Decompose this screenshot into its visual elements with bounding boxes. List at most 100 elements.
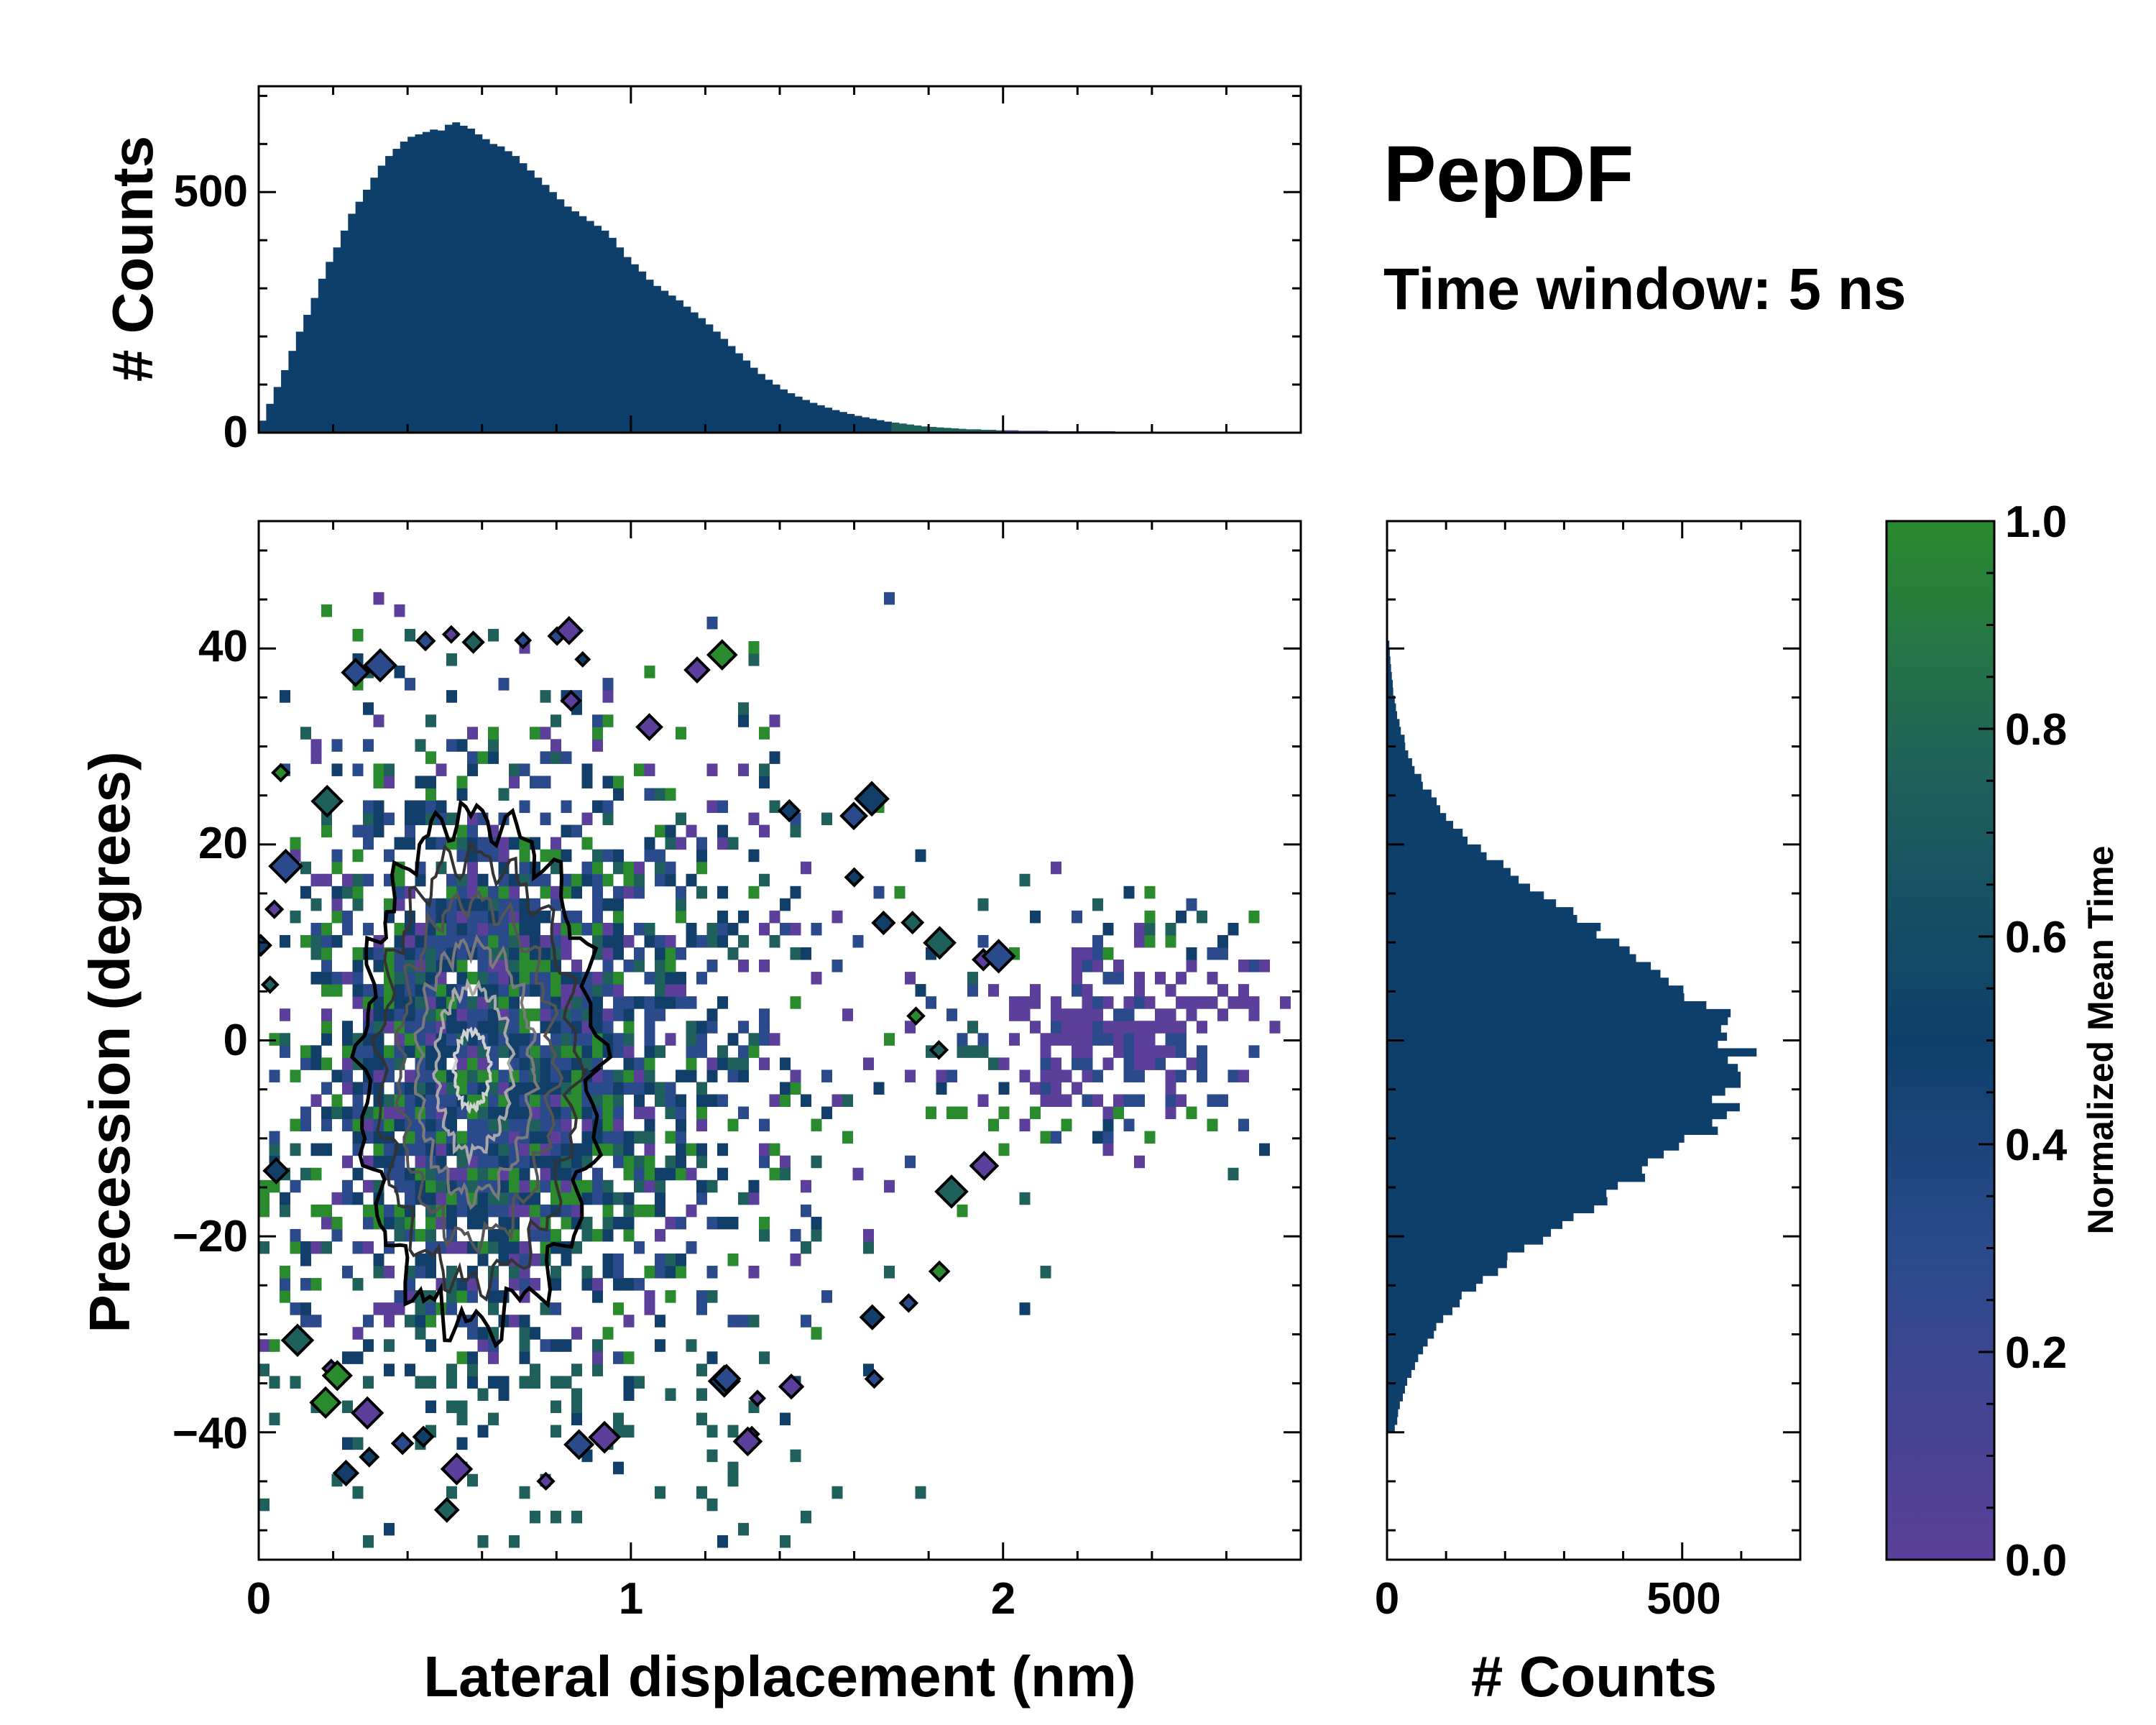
heatmap-cell xyxy=(352,1094,364,1108)
heatmap-cell xyxy=(456,1204,468,1218)
edge-contour xyxy=(536,1471,556,1491)
heatmap-cell xyxy=(456,910,468,924)
heatmap-cell xyxy=(1113,1021,1124,1034)
heatmap-cell xyxy=(759,1021,770,1034)
heatmap-cell xyxy=(1155,1021,1166,1034)
heatmap-cell xyxy=(519,1143,530,1156)
heatmap-cell xyxy=(540,776,551,788)
heatmap-cell xyxy=(310,1167,322,1181)
heatmap-cell xyxy=(1144,1057,1156,1070)
heatmap-cell xyxy=(269,1412,280,1426)
right-histogram-bar xyxy=(1387,758,1412,767)
heatmap-cell xyxy=(425,1033,436,1046)
heatmap-cell xyxy=(425,1045,436,1058)
heatmap-cell xyxy=(790,1253,801,1266)
heatmap-cell xyxy=(790,1228,801,1242)
heatmap-cell xyxy=(759,1155,770,1169)
heatmap-cell xyxy=(477,751,489,764)
right-histogram-bar xyxy=(1387,954,1636,963)
heatmap-cell xyxy=(665,1388,676,1401)
heatmap-cell xyxy=(550,1228,561,1242)
edge-contour xyxy=(574,650,591,668)
top-histogram-bar xyxy=(601,230,609,433)
density-contour xyxy=(371,840,589,1302)
top-histogram-bar xyxy=(519,163,528,433)
heatmap-cell xyxy=(592,1094,603,1108)
heatmap-cell xyxy=(519,934,530,948)
heatmap-cell xyxy=(1134,972,1145,985)
right-histogram-bar xyxy=(1387,1244,1525,1253)
heatmap-cell xyxy=(321,972,332,985)
heatmap-cell xyxy=(571,1400,582,1414)
heatmap-cell xyxy=(706,1057,718,1070)
heatmap-cell xyxy=(676,1131,686,1144)
heatmap-cell xyxy=(592,1290,603,1303)
main-xtick-0: 0 xyxy=(247,1574,271,1624)
heatmap-cell xyxy=(634,1241,645,1254)
heatmap-cell xyxy=(884,1266,895,1279)
heatmap-cell xyxy=(1072,960,1082,972)
heatmap-cell xyxy=(446,1216,457,1230)
top-histogram-bar xyxy=(281,369,290,433)
heatmap-cell xyxy=(373,1253,384,1266)
heatmap-cell xyxy=(342,1351,353,1364)
heatmap-cell xyxy=(623,1388,635,1401)
heatmap-cell xyxy=(592,934,603,948)
top-histogram-bar xyxy=(876,420,885,433)
right-histogram-bar xyxy=(1387,703,1396,712)
heatmap-cell xyxy=(477,1253,489,1266)
heatmap-cell xyxy=(1113,1033,1124,1046)
heatmap-cell xyxy=(1051,1094,1061,1108)
heatmap-cell xyxy=(613,1266,624,1279)
heatmap-cell xyxy=(530,1008,540,1021)
right-histogram-bar xyxy=(1387,1236,1544,1245)
heatmap-cell xyxy=(331,1106,343,1120)
top-histogram-bar xyxy=(497,146,505,433)
heatmap-cell xyxy=(456,1021,468,1034)
top-ytick-500: 500 xyxy=(174,167,248,216)
heatmap-cell xyxy=(696,1094,707,1108)
heatmap-cell xyxy=(592,1363,603,1376)
heatmap-cell xyxy=(592,727,603,740)
heatmap-cell xyxy=(425,960,436,972)
heatmap-cell xyxy=(405,837,415,850)
heatmap-cell xyxy=(394,1008,405,1021)
heatmap-cell xyxy=(665,1082,676,1095)
heatmap-cell xyxy=(602,1070,614,1082)
top-histogram-bar xyxy=(370,178,379,433)
heatmap-cell xyxy=(1040,1094,1051,1108)
heatmap-cell xyxy=(550,1425,561,1438)
heatmap-cell xyxy=(394,666,405,678)
heatmap-cell xyxy=(509,947,520,960)
heatmap-cell xyxy=(1144,1033,1156,1046)
heatmap-cell xyxy=(915,1486,926,1499)
heatmap-cell xyxy=(550,714,561,727)
heatmap-cell xyxy=(415,800,426,814)
heatmap-cell xyxy=(863,1228,874,1242)
heatmap-cell xyxy=(1040,1131,1051,1144)
heatmap-cell xyxy=(613,1351,624,1364)
heatmap-cell xyxy=(613,1412,624,1426)
right-histogram-bar xyxy=(1387,1338,1428,1347)
heatmap-cell xyxy=(342,1106,353,1120)
heatmap-cell xyxy=(467,1473,478,1487)
heatmap-cell xyxy=(425,1216,436,1230)
heatmap-cell xyxy=(780,1535,791,1548)
heatmap-cell xyxy=(540,910,551,924)
heatmap-cell xyxy=(477,1118,489,1132)
heatmap-cell xyxy=(310,934,322,948)
heatmap-cell xyxy=(519,1253,530,1266)
heatmap-cell xyxy=(1102,922,1114,936)
heatmap-cell xyxy=(477,1008,489,1021)
heatmap-cell xyxy=(352,1437,364,1450)
heatmap-cell xyxy=(498,1204,510,1218)
heatmap-cell xyxy=(446,1241,457,1254)
heatmap-cell xyxy=(738,714,749,727)
heatmap-cell xyxy=(363,1118,374,1132)
heatmap-cell xyxy=(706,1498,718,1512)
heatmap-cell xyxy=(1113,1045,1124,1058)
heatmap-cell xyxy=(769,714,780,727)
heatmap-cell xyxy=(300,886,311,899)
heatmap-cell xyxy=(373,1045,384,1058)
heatmap-cell xyxy=(488,1021,499,1034)
